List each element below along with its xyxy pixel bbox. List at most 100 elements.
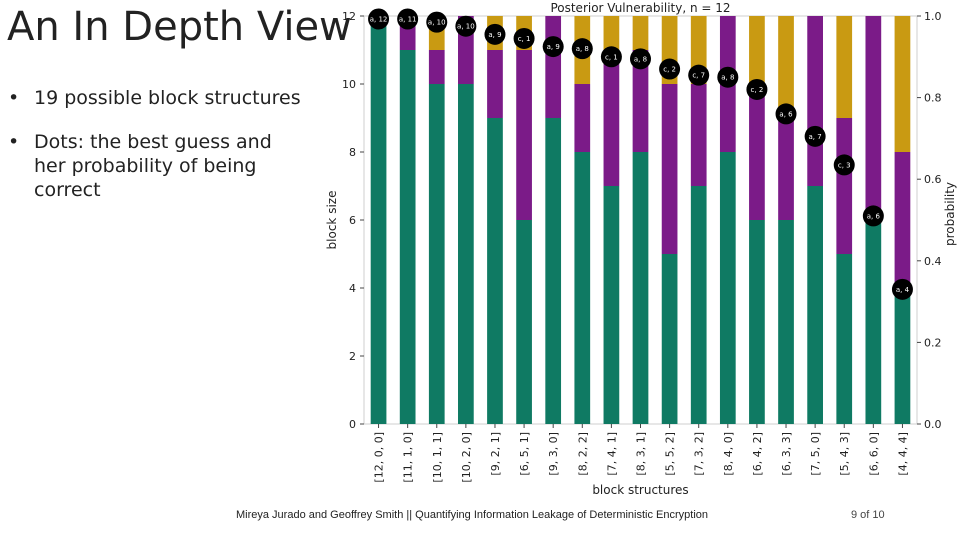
x-tick-label: [10, 1, 1] xyxy=(431,432,444,483)
bar-segment-3 xyxy=(749,16,765,84)
y-tick-label: 2 xyxy=(349,350,356,363)
bar-segment-2 xyxy=(545,16,562,118)
bar-segment-1 xyxy=(894,288,911,424)
bar-segment-2 xyxy=(516,50,532,220)
x-tick-label: [5, 5, 2] xyxy=(664,432,677,476)
footer-credit: Mireya Jurado and Geoffrey Smith || Quan… xyxy=(236,509,709,521)
best-guess-label: a, 9 xyxy=(488,31,501,39)
x-tick-label: [5, 4, 3] xyxy=(838,432,851,476)
x-tick-label: [8, 2, 2] xyxy=(576,432,589,476)
bar-segment-2 xyxy=(487,50,503,118)
bar-segment-1 xyxy=(545,118,562,424)
bullet-list: • 19 possible block structures • Dots: the… xyxy=(8,86,308,222)
best-guess-dot xyxy=(833,154,855,176)
best-guess-dot xyxy=(746,78,768,100)
y2-tick-label: 0.2 xyxy=(924,336,942,349)
bar-segment-1 xyxy=(865,220,882,424)
x-tick-label: [7, 4, 1] xyxy=(605,432,618,476)
bar-segment-2 xyxy=(865,16,882,220)
bullet-item: • Dots: the best guess and her probabilit… xyxy=(8,130,308,202)
slide-title: An In Depth View xyxy=(7,4,352,50)
y-tick-label: 6 xyxy=(349,214,356,227)
best-guess-dot xyxy=(542,36,564,58)
bar-segment-1 xyxy=(603,186,620,424)
bar-segment-1 xyxy=(516,220,532,424)
y2-tick-label: 1.0 xyxy=(924,10,942,23)
best-guess-dot xyxy=(513,27,535,49)
best-guess-label: a, 9 xyxy=(547,43,560,51)
best-guess-label: a, 12 xyxy=(370,16,388,24)
y-tick-label: 12 xyxy=(342,10,356,23)
bar-segment-1 xyxy=(428,84,445,424)
best-guess-label: a, 7 xyxy=(809,133,822,141)
bar-segment-1 xyxy=(719,152,736,424)
bullet-text: 19 possible block structures xyxy=(34,87,301,109)
bar-segment-1 xyxy=(749,220,765,424)
x-tick-label: [10, 2, 0] xyxy=(460,432,473,483)
x-tick-label: [7, 3, 2] xyxy=(693,432,706,476)
bar-segment-1 xyxy=(574,152,591,424)
best-guess-dot xyxy=(455,15,477,37)
best-guess-dot xyxy=(659,58,681,80)
y2-axis-label: probability xyxy=(943,182,957,246)
y2-tick-label: 0.0 xyxy=(924,418,942,431)
x-tick-label: [12, 0, 0] xyxy=(373,432,386,483)
x-tick-label: [7, 5, 0] xyxy=(809,432,822,476)
best-guess-dot xyxy=(775,103,797,125)
best-guess-label: a, 11 xyxy=(399,16,417,24)
x-tick-label: [9, 2, 1] xyxy=(489,432,502,476)
bar-segment-1 xyxy=(370,16,387,424)
bar-segment-2 xyxy=(894,152,911,288)
y2-tick-label: 0.4 xyxy=(924,255,942,268)
bar-segment-1 xyxy=(632,152,649,424)
x-tick-label: [4, 4, 4] xyxy=(896,432,909,476)
best-guess-dot xyxy=(630,48,651,70)
bar-segment-1 xyxy=(661,254,678,424)
bar-segment-3 xyxy=(836,16,853,118)
bar-segment-3 xyxy=(632,16,649,50)
bar-segment-2 xyxy=(574,84,591,152)
bar-segment-2 xyxy=(836,118,853,254)
x-tick-label: [6, 3, 3] xyxy=(780,432,793,476)
bar-segment-1 xyxy=(487,118,503,424)
bar-segment-2 xyxy=(749,84,765,220)
bar-segment-1 xyxy=(399,50,416,424)
best-guess-label: c, 3 xyxy=(838,161,851,169)
best-guess-label: c, 7 xyxy=(692,72,705,80)
best-guess-dot xyxy=(484,23,506,45)
bar-segment-2 xyxy=(603,50,620,186)
bar-segment-3 xyxy=(894,16,911,152)
best-guess-label: a, 8 xyxy=(721,74,734,82)
best-guess-label: c, 1 xyxy=(605,53,618,61)
x-tick-label: [8, 3, 1] xyxy=(635,432,648,476)
x-axis-label: block structures xyxy=(592,483,688,497)
bar-segment-1 xyxy=(778,220,794,424)
best-guess-dot xyxy=(862,205,884,227)
page-number: 9 of 10 xyxy=(851,509,885,521)
bar-segment-2 xyxy=(428,50,445,84)
y2-tick-label: 0.6 xyxy=(924,173,942,186)
best-guess-label: c, 2 xyxy=(751,86,764,94)
best-guess-label: a, 10 xyxy=(428,19,446,27)
best-guess-dot xyxy=(804,125,826,147)
bar-segment-2 xyxy=(807,16,823,186)
bars-layer xyxy=(370,16,911,424)
y2-tick-label: 0.8 xyxy=(924,92,942,105)
best-guess-dot xyxy=(891,278,913,300)
bar-segment-1 xyxy=(807,186,823,424)
best-guess-label: c, 2 xyxy=(663,66,676,74)
x-tick-label: [11, 1, 0] xyxy=(402,432,415,483)
best-guess-label: a, 6 xyxy=(779,110,793,118)
bullet-dot-icon: • xyxy=(8,131,20,153)
bar-segment-3 xyxy=(603,16,620,50)
best-guess-label: a, 8 xyxy=(634,55,647,63)
y-tick-label: 4 xyxy=(349,282,356,295)
x-tick-label: [6, 5, 1] xyxy=(518,432,531,476)
x-tick-label: [8, 4, 0] xyxy=(722,432,735,476)
right-axis-ticks: 0.0 0.2 0.4 0.6 0.8 1.0 xyxy=(917,10,942,431)
best-guess-label: a, 10 xyxy=(457,23,475,31)
best-guess-label: a, 4 xyxy=(896,286,910,294)
bullet-dot-icon: • xyxy=(8,87,20,109)
x-axis-ticks: [12, 0, 0] [11, 1, 0] [10, 1, 1] [10, 2, 0]… xyxy=(373,424,909,483)
